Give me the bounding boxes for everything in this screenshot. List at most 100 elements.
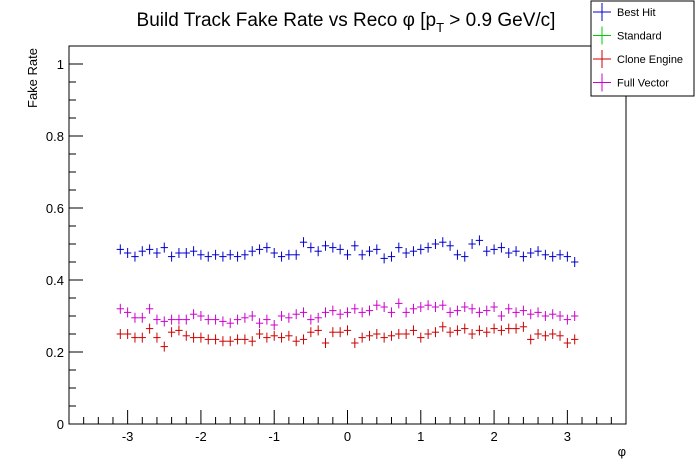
data-point: [358, 332, 366, 343]
data-point: [402, 248, 410, 258]
data-point: [211, 334, 220, 345]
data-point: [116, 244, 124, 255]
data-point: [571, 334, 579, 345]
x-tick-label: -2: [195, 429, 207, 444]
y-tick-label: 0.6: [46, 201, 64, 216]
data-point: [358, 249, 366, 260]
data-point: [387, 251, 396, 262]
data-point: [549, 329, 557, 339]
data-point: [204, 334, 212, 345]
data-point: [189, 246, 198, 257]
data-point: [211, 314, 220, 325]
data-point: [453, 305, 462, 316]
data-point: [527, 309, 535, 320]
data-point: [446, 240, 454, 251]
data-point: [373, 329, 381, 339]
data-point: [497, 242, 506, 253]
x-axis-title: φ: [618, 444, 626, 459]
data-point: [153, 332, 161, 343]
data-point: [453, 325, 462, 336]
data-point: [182, 248, 190, 258]
data-point: [314, 325, 322, 336]
x-tick-label: -3: [122, 429, 134, 444]
y-axis: 0 0.2 0.4 0.6 0.8 1: [46, 45, 83, 432]
data-point: [123, 248, 132, 258]
data-point: [409, 246, 418, 257]
data-point: [299, 334, 308, 345]
data-point: [321, 338, 330, 348]
data-point: [373, 244, 381, 255]
data-point: [395, 242, 403, 253]
data-point: [263, 332, 271, 343]
data-point: [446, 307, 454, 318]
data-point: [197, 332, 205, 343]
data-point: [314, 246, 322, 257]
data-point: [270, 330, 278, 341]
data-point: [417, 332, 425, 343]
data-point: [541, 249, 550, 260]
data-point: [453, 249, 462, 260]
data-point: [519, 305, 528, 316]
data-point: [175, 314, 183, 325]
x-tick-label: 3: [564, 429, 571, 444]
data-point: [211, 249, 220, 260]
data-point: [123, 307, 132, 318]
data-point: [490, 302, 498, 312]
data-point: [475, 325, 484, 336]
data-point: [285, 312, 293, 323]
data-point: [534, 246, 542, 257]
data-point: [167, 251, 176, 262]
data-point: [343, 325, 352, 336]
data-point: [321, 240, 330, 251]
y-tick-label: 1: [57, 57, 64, 72]
data-point: [241, 312, 249, 323]
data-point: [219, 336, 227, 347]
data-point: [505, 303, 513, 314]
data-point: [197, 311, 205, 321]
data-point: [336, 327, 344, 338]
data-point: [145, 244, 154, 255]
legend-marker: [593, 26, 611, 45]
data-point: [138, 246, 146, 257]
data-point: [153, 248, 161, 258]
data-point: [431, 327, 440, 338]
data-point: [402, 307, 410, 318]
data-point: [409, 303, 418, 314]
data-point: [160, 242, 168, 253]
legend-marker: [593, 3, 611, 21]
data-point: [204, 314, 212, 325]
data-point: [270, 320, 278, 330]
data-point: [497, 325, 506, 336]
data-point: [255, 329, 264, 339]
data-point: [439, 300, 447, 311]
legend-marker: [593, 50, 611, 68]
data-point: [292, 309, 300, 320]
data-point: [299, 307, 308, 318]
plot-frame: [68, 45, 627, 425]
data-point: [571, 257, 579, 267]
data-point: [549, 251, 557, 262]
data-point: [402, 329, 410, 339]
data-point: [512, 307, 520, 318]
legend-label: Best Hit: [617, 7, 656, 19]
data-point: [138, 312, 146, 323]
data-point: [475, 307, 484, 318]
data-point: [505, 323, 513, 334]
data-point: [197, 249, 205, 260]
data-point: [556, 311, 564, 321]
data-point: [248, 311, 256, 321]
data-point: [277, 251, 286, 262]
data-point: [365, 246, 374, 257]
data-point: [519, 321, 528, 332]
data-point: [424, 300, 432, 311]
data-point: [204, 251, 212, 262]
data-point: [461, 302, 469, 312]
data-point: [116, 329, 124, 339]
data-point: [527, 248, 535, 258]
data-point: [219, 316, 227, 327]
plot-frame-group: [68, 45, 627, 425]
legend-label: Standard: [617, 31, 662, 43]
data-point: [233, 334, 242, 345]
data-series: [116, 235, 579, 352]
data-point: [182, 314, 190, 325]
